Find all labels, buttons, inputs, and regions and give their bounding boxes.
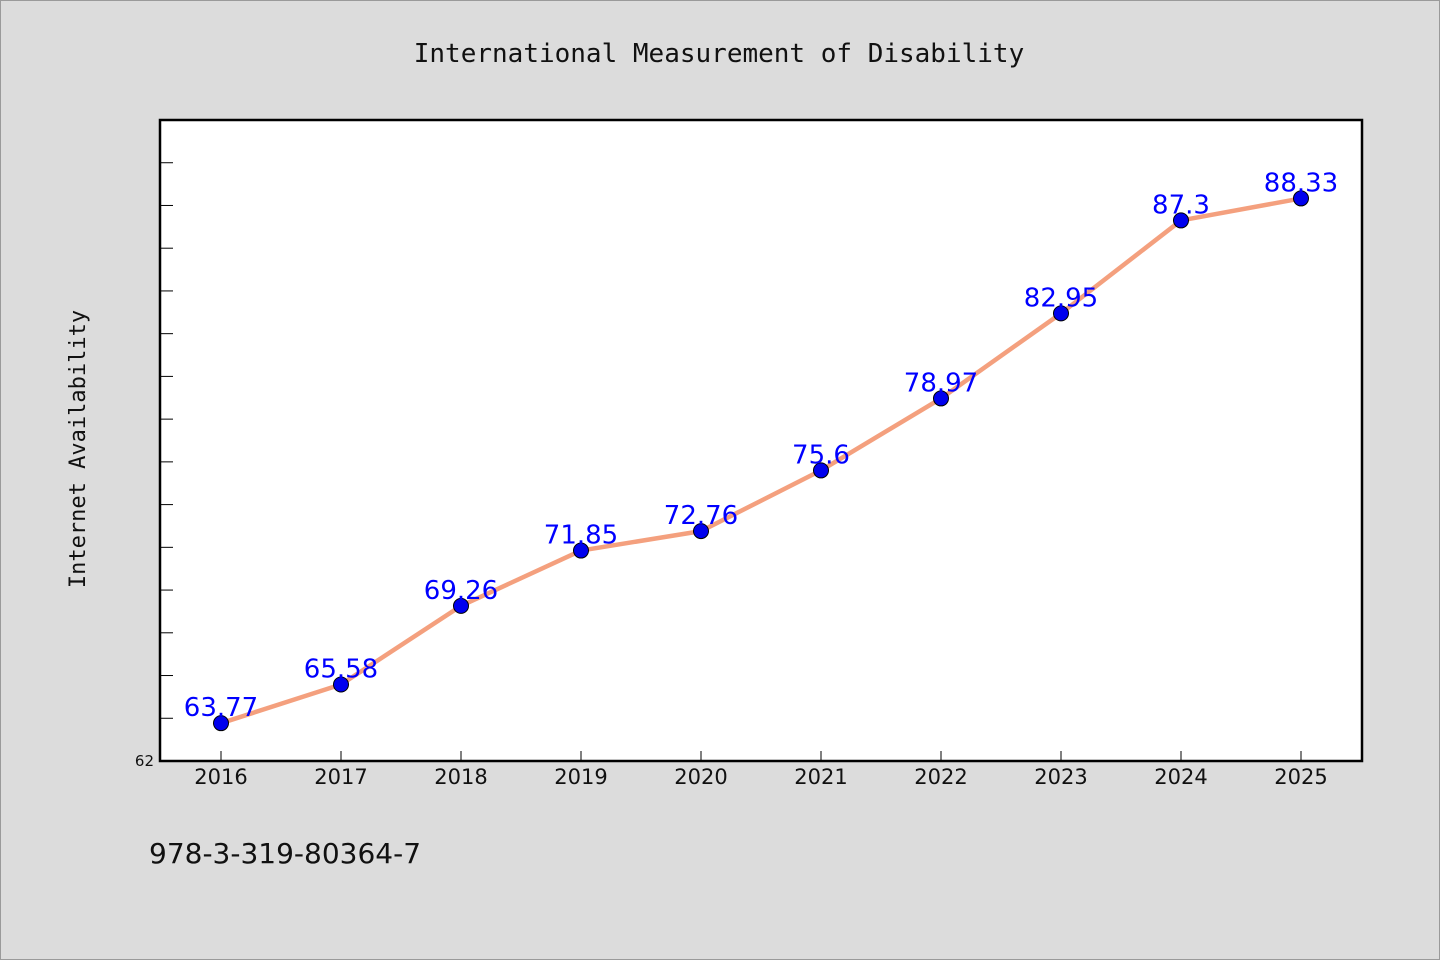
- series-group: [213, 190, 1309, 732]
- y-axis-label: Internet Availability: [66, 310, 91, 588]
- x-tick-label: 2016: [194, 765, 247, 789]
- x-axis-ticks: [220, 751, 1302, 761]
- data-label: 72.76: [664, 501, 738, 531]
- data-label: 78.97: [904, 368, 978, 398]
- x-tick-label: 2017: [314, 765, 367, 789]
- data-label: 82.95: [1024, 283, 1098, 313]
- data-point: [693, 523, 709, 540]
- data-point: [453, 597, 469, 614]
- data-labels: 63.77 65.58 69.26 71.85 72.76 75.6 78.97 82.95 8…: [184, 168, 1338, 723]
- data-point: [573, 542, 589, 559]
- data-label: 75.6: [792, 440, 850, 470]
- x-tick-label: 2021: [794, 765, 847, 789]
- data-label: 63.77: [184, 693, 258, 723]
- data-point: [213, 715, 229, 732]
- footnote-isbn: 978-3-319-80364-7: [149, 837, 421, 870]
- data-point: [1053, 305, 1069, 322]
- x-tick-label: 2024: [1154, 765, 1207, 789]
- x-tick-label: 2019: [554, 765, 607, 789]
- data-label: 87.3: [1152, 190, 1210, 220]
- x-tick-label: 2022: [914, 765, 967, 789]
- data-point: [1293, 190, 1309, 207]
- data-point: [333, 676, 349, 693]
- chart-title: International Measurement of Disability: [414, 39, 1024, 69]
- series-line: [218, 196, 1304, 726]
- data-label: 88.33: [1264, 168, 1338, 198]
- x-axis-tick-labels: 2016 2017 2018 2019 2020 2021 2022 2023 2024 2025: [194, 765, 1327, 789]
- data-label: 65.58: [304, 655, 378, 685]
- plot-area: [158, 118, 1364, 763]
- x-tick-label: 2023: [1034, 765, 1087, 789]
- data-point: [1173, 212, 1189, 229]
- y-axis-ticks: [160, 119, 173, 762]
- data-point: [813, 462, 829, 479]
- y-tick-label: 62: [135, 752, 154, 770]
- x-tick-label: 2020: [674, 765, 727, 789]
- data-point: [933, 390, 949, 407]
- data-label: 71.85: [544, 521, 618, 551]
- y-axis-tick-labels: 62: [135, 752, 154, 770]
- x-tick-label: 2025: [1274, 765, 1327, 789]
- data-label: 69.26: [424, 576, 498, 606]
- x-tick-label: 2018: [434, 765, 487, 789]
